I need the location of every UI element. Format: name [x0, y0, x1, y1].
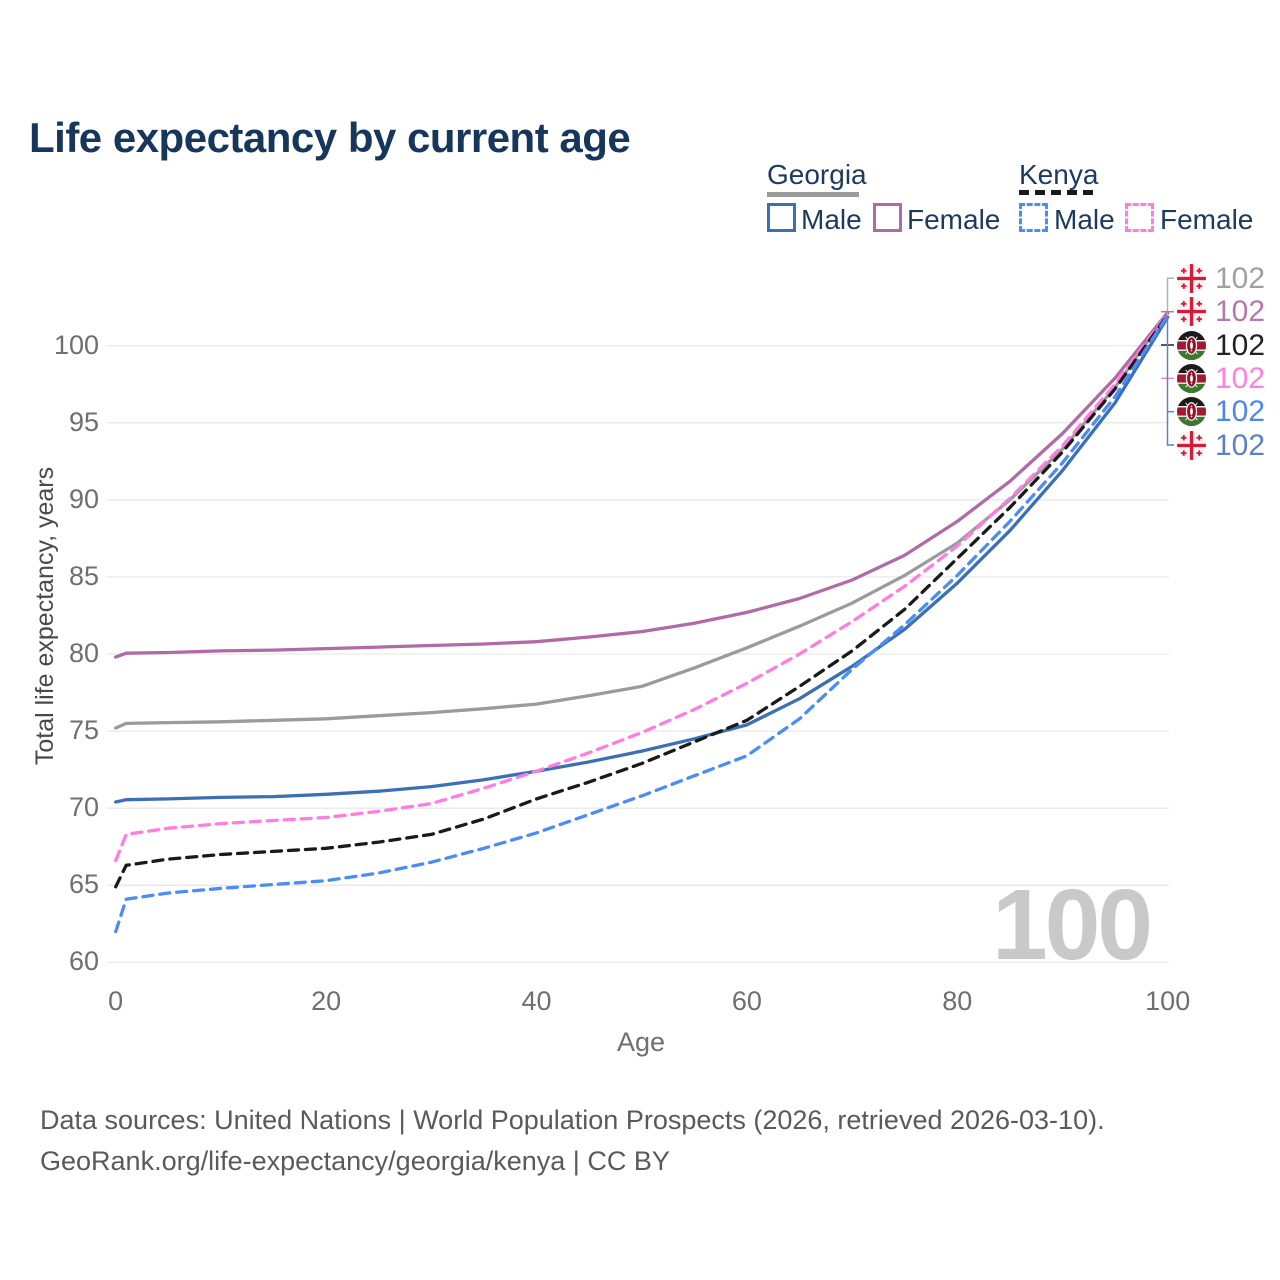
- legend-item-kenya-male[interactable]: Male: [1054, 204, 1115, 235]
- source-url-text[interactable]: GeoRank.org/life-expectancy/georgia/keny…: [40, 1146, 670, 1176]
- line-kenya-male: [114, 313, 1170, 934]
- legend-item-georgia-female[interactable]: Female: [907, 204, 1001, 235]
- legend-swatch-georgia-female[interactable]: [873, 203, 902, 232]
- end-value: 102: [1215, 261, 1266, 295]
- x-tick-label-80: 80: [942, 986, 973, 1016]
- line-georgia-male: [114, 315, 1170, 804]
- series-lines: [114, 310, 1170, 934]
- x-tick-label-100: 100: [1145, 986, 1191, 1016]
- end-label-kenya-female: 102: [1177, 361, 1266, 395]
- line-kenya-female: [114, 311, 1170, 863]
- georgia-flag-icon: [1177, 431, 1206, 460]
- legend-swatch-kenya-male[interactable]: [1019, 203, 1048, 232]
- legend-key-kenya-line: [1019, 190, 1093, 195]
- legend-swatch-georgia-male[interactable]: [767, 203, 796, 232]
- line-kenya-all: [114, 313, 1170, 889]
- y-tick-label-65: 65: [68, 869, 99, 900]
- end-value: 102: [1215, 395, 1266, 429]
- x-tick-label-60: 60: [731, 986, 762, 1016]
- leader-line-0: [1166, 277, 1174, 316]
- y-tick-label-85: 85: [68, 560, 99, 591]
- x-tick-label-20: 20: [311, 986, 342, 1016]
- leader-lines: [1161, 277, 1174, 446]
- legend-country-georgia: Georgia: [767, 159, 867, 190]
- y-tick-label-75: 75: [68, 715, 99, 746]
- end-label-kenya-male: 102: [1177, 395, 1266, 429]
- kenya-flag-icon: [1177, 364, 1206, 393]
- leader-line-5: [1166, 318, 1174, 446]
- kenya-flag-icon: [1177, 397, 1206, 426]
- georgia-flag-icon: [1177, 297, 1206, 326]
- x-tick-label-0: 0: [108, 986, 124, 1016]
- end-label-georgia-female: 102: [1177, 295, 1266, 329]
- page-title: Life expectancy by current age: [29, 114, 631, 162]
- y-axis-ticks: 60 65 70 75 80 85 90 95 100: [0, 0, 120, 1280]
- y-tick-label-100: 100: [53, 329, 99, 360]
- end-label-georgia-male: 102: [1177, 428, 1266, 462]
- end-label-georgia-all: 102: [1177, 261, 1266, 295]
- y-tick-label-70: 70: [68, 792, 99, 823]
- y-axis-title: Total life expectancy, years: [31, 466, 59, 766]
- end-value: 102: [1215, 295, 1266, 329]
- line-georgia-female: [114, 310, 1170, 659]
- legend-swatch-kenya-female[interactable]: [1125, 203, 1154, 232]
- y-tick-label-95: 95: [68, 406, 99, 437]
- y-tick-label-60: 60: [68, 946, 99, 977]
- gridlines: [107, 344, 1169, 964]
- legend-item-georgia-male[interactable]: Male: [801, 204, 862, 235]
- end-value: 102: [1215, 428, 1266, 462]
- x-axis-title: Age: [616, 1027, 666, 1057]
- end-value: 102: [1215, 361, 1266, 395]
- legend-key-georgia-line: [767, 192, 859, 197]
- y-tick-label-80: 80: [68, 638, 99, 668]
- end-value: 102: [1215, 328, 1266, 362]
- end-label-kenya-all: 102: [1177, 328, 1266, 362]
- georgia-flag-icon: [1177, 264, 1206, 293]
- legend-country-kenya: Kenya: [1019, 159, 1099, 190]
- y-tick-label-90: 90: [68, 483, 99, 514]
- legend-item-kenya-female[interactable]: Female: [1160, 204, 1254, 235]
- x-tick-label-40: 40: [521, 986, 552, 1016]
- x-axis-ticks: 0 20 40 60 80 100: [0, 986, 1280, 1026]
- kenya-flag-icon: [1177, 331, 1206, 360]
- data-sources-text: Data sources: United Nations | World Pop…: [40, 1105, 1105, 1135]
